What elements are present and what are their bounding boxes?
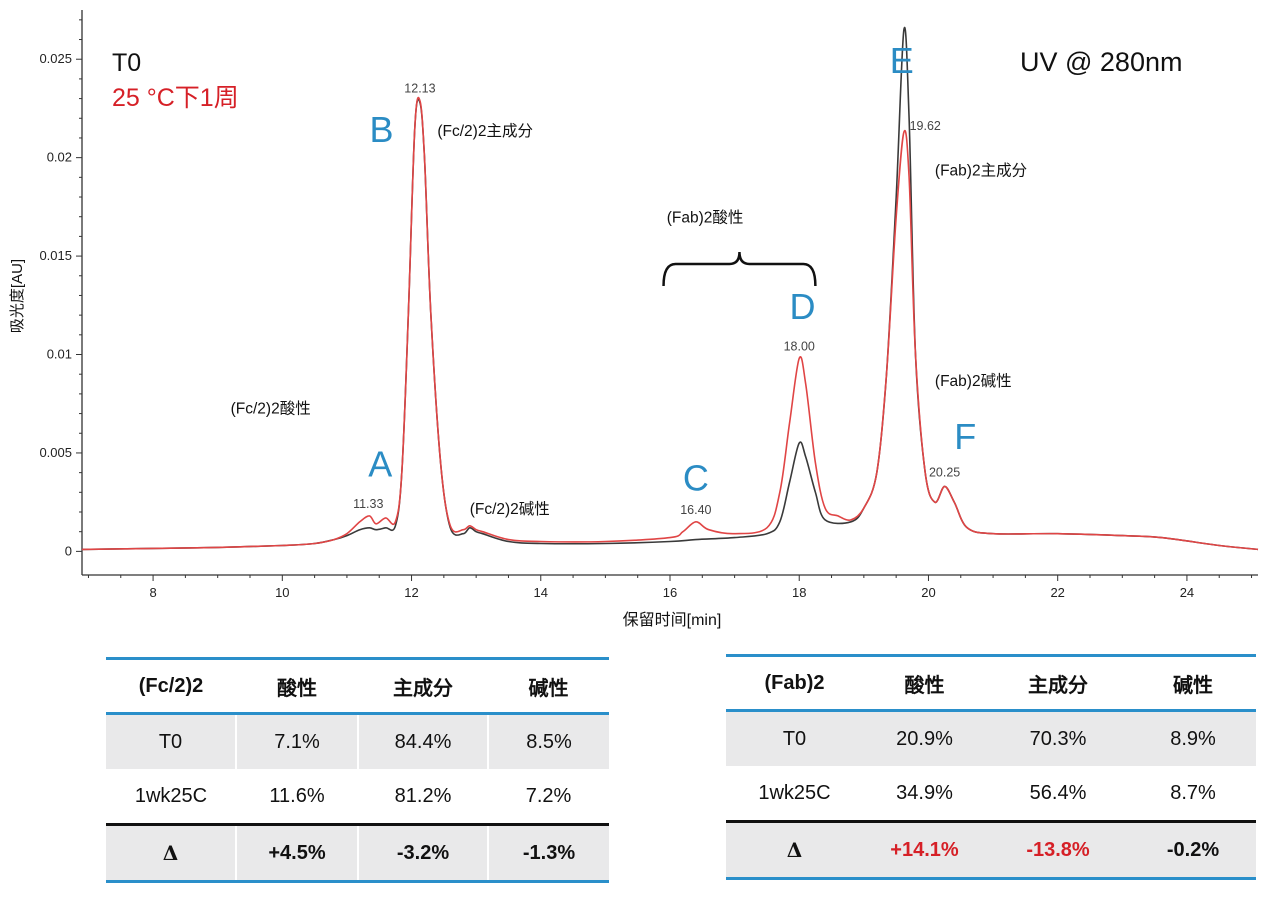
- chart-axes: 8 10 12 14 16 18 20 22 24 0 0.005 0.01 0.015 0.02 0.02…: [39, 10, 1258, 600]
- fc-cell: 11.6%: [269, 784, 325, 807]
- fab-table-header: (Fab)2 酸性 主成分 碱性: [726, 654, 1256, 712]
- y-axis-title: 吸光度[AU]: [9, 259, 26, 333]
- peak-letter-label: B: [370, 109, 394, 150]
- fab-row-1wk25c: 1wk25C 34.9% 56.4% 8.7%: [726, 766, 1256, 822]
- fc-header-acidic: 酸性: [236, 657, 358, 715]
- fab-cell: 8.7%: [1170, 781, 1216, 804]
- retention-time-label: 12.13: [404, 82, 435, 96]
- fab-row-delta: Δ +14.1% -13.8% -0.2%: [726, 820, 1256, 880]
- x-axis-title: 保留时间[min]: [623, 611, 722, 629]
- fab-row-t0: T0 20.9% 70.3% 8.9%: [726, 710, 1256, 766]
- peak-letter-label: D: [790, 286, 816, 327]
- fc-cell: +4.5%: [236, 823, 359, 883]
- fc-row-t0: T0 7.1% 84.4% 8.5%: [106, 713, 609, 769]
- peak-group-annotation: (Fc/2)2酸性: [231, 400, 311, 418]
- peak-letter-label: E: [890, 40, 914, 81]
- retention-time-label: 11.33: [353, 497, 383, 511]
- chromatogram-chart: 8 10 12 14 16 18 20 22 24 0 0.005 0.01 0.015 0.02 0.02…: [9, 10, 1259, 629]
- fc-row-delta: Δ +4.5% -3.2% -1.3%: [106, 823, 609, 883]
- fab-header-basic: 碱性: [1130, 654, 1256, 712]
- fab-cell: 56.4%: [1029, 781, 1087, 804]
- fab-cell: -0.2%: [1130, 820, 1256, 880]
- fc-cell: 1wk25C: [134, 784, 208, 807]
- fc-table: (Fc/2)2 酸性 主成分 碱性 T0 7.1% 84.4% 8.5% 1wk…: [106, 657, 609, 883]
- fab-header-label: (Fab)2: [726, 654, 863, 712]
- fab-header-acidic: 酸性: [863, 654, 986, 712]
- fc-cell: 7.1%: [236, 713, 359, 769]
- y-tick-label: 0.01: [47, 347, 72, 362]
- fc-cell: T0: [106, 713, 237, 769]
- peak-letter-label: F: [954, 416, 976, 457]
- retention-time-label: 20.25: [929, 466, 960, 480]
- retention-time-label: 19.62: [910, 119, 941, 133]
- chart-series: [81, 26, 1259, 551]
- chart-annotations: A B C D E F 11.33 12.13 16.40 18.00 19.62 20.25 (Fc/…: [231, 40, 1027, 518]
- fc-cell: -3.2%: [358, 823, 489, 883]
- fab-cell: Δ: [726, 820, 863, 880]
- x-tick-label: 12: [404, 585, 418, 600]
- legend-25c-1week: 25 °C下1周: [112, 84, 239, 112]
- legend-t0: T0: [112, 49, 141, 77]
- fc-table-header: (Fc/2)2 酸性 主成分 碱性: [106, 657, 609, 715]
- fc-cell: -1.3%: [488, 823, 609, 883]
- fab-acidic-brace: [662, 251, 817, 286]
- y-tick-label: 0: [65, 543, 72, 558]
- x-tick-label: 16: [663, 585, 677, 600]
- series-line-t0: [81, 26, 1259, 551]
- y-tick-label: 0.025: [39, 51, 72, 66]
- fab-cell: T0: [726, 710, 863, 766]
- fc-cell: Δ: [106, 823, 237, 883]
- x-tick-label: 22: [1050, 585, 1064, 600]
- x-tick-label: 24: [1180, 585, 1194, 600]
- peak-group-annotation: (Fab)2酸性: [667, 209, 744, 227]
- fc-cell: 81.2%: [394, 784, 452, 807]
- fc-cell: 8.5%: [488, 713, 609, 769]
- series-line-25c-1week: [81, 96, 1259, 551]
- fab-header-main: 主成分: [986, 654, 1130, 712]
- y-tick-label: 0.02: [47, 150, 72, 165]
- peak-letter-label: A: [368, 444, 392, 485]
- y-tick-label: 0.005: [39, 445, 72, 460]
- x-tick-label: 8: [149, 585, 156, 600]
- fc-cell: 84.4%: [358, 713, 489, 769]
- fc-row-1wk25c: 1wk25C 11.6% 81.2% 7.2%: [106, 769, 609, 825]
- detector-label: UV @ 280nm: [1020, 47, 1182, 77]
- x-tick-label: 20: [921, 585, 935, 600]
- fab-cell: +14.1%: [863, 820, 986, 880]
- fc-header-basic: 碱性: [488, 657, 609, 715]
- x-tick-label: 10: [275, 585, 289, 600]
- fab-cell: 70.3%: [986, 710, 1130, 766]
- retention-time-label: 16.40: [680, 503, 711, 517]
- fab-cell: 1wk25C: [758, 781, 831, 804]
- fab-table: (Fab)2 酸性 主成分 碱性 T0 20.9% 70.3% 8.9% 1wk…: [726, 654, 1256, 880]
- peak-group-annotation: (Fc/2)2主成分: [437, 122, 533, 140]
- peak-group-annotation: (Fab)2碱性: [935, 372, 1012, 390]
- fc-header-main: 主成分: [358, 657, 488, 715]
- peak-group-annotation: (Fc/2)2碱性: [470, 500, 550, 518]
- fab-cell: 8.9%: [1130, 710, 1256, 766]
- x-tick-label: 18: [792, 585, 806, 600]
- fab-cell: -13.8%: [986, 820, 1130, 880]
- y-tick-label: 0.015: [39, 248, 72, 263]
- fc-cell: 7.2%: [525, 784, 572, 807]
- peak-letter-label: C: [683, 457, 709, 498]
- x-tick-label: 14: [534, 585, 548, 600]
- retention-time-label: 18.00: [784, 340, 815, 354]
- fc-header-label: (Fc/2)2: [106, 657, 236, 715]
- fab-cell: 20.9%: [863, 710, 986, 766]
- fab-cell: 34.9%: [896, 781, 953, 804]
- peak-group-annotation: (Fab)2主成分: [935, 161, 1027, 179]
